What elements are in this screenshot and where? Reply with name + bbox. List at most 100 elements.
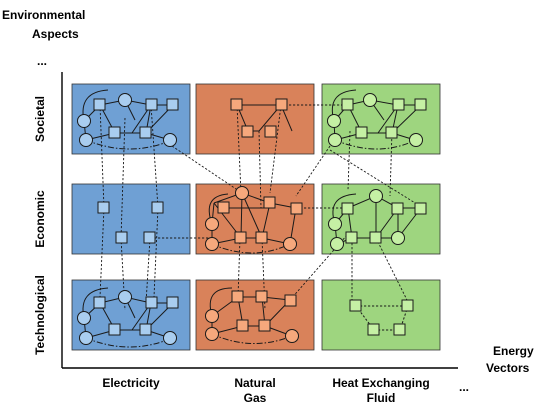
edges-2	[83, 99, 174, 141]
y-axis-title-line2: Aspects	[32, 27, 79, 41]
link-elec-soc-eco-3	[150, 104, 159, 209]
panel-electricity-economic	[71, 183, 191, 255]
node-square	[255, 290, 268, 303]
node-square	[367, 323, 380, 336]
node-square	[385, 126, 398, 139]
node-square	[341, 202, 354, 215]
node-circle	[283, 237, 297, 251]
edge-dashdot	[85, 337, 173, 348]
y-axis-ellipsis: ...	[37, 54, 48, 68]
node-square	[217, 201, 230, 214]
node-circle	[205, 217, 219, 231]
network-gas-technological	[205, 287, 299, 344]
edges	[236, 104, 293, 132]
node-circle	[330, 237, 344, 251]
node-square	[290, 202, 303, 215]
link-gas-soc-eco-2	[269, 104, 282, 194]
node-square	[143, 231, 156, 244]
network-gas-economic	[205, 186, 303, 254]
edge-dashdot	[211, 243, 291, 254]
network-gas-societal	[230, 98, 293, 138]
node-square	[345, 231, 358, 244]
edges	[211, 192, 297, 245]
node-square	[349, 299, 362, 312]
node-square	[414, 202, 427, 215]
link-elec-eco-tec-3	[145, 237, 151, 304]
link-heat-eco-gas-tec	[289, 234, 348, 301]
node-circle	[409, 133, 423, 147]
node-square	[263, 196, 276, 209]
link-heat-soc-gas-eco	[295, 145, 331, 197]
node-square	[284, 294, 297, 307]
node-circle	[118, 290, 132, 304]
node-circle	[327, 114, 341, 128]
edge-dashdot	[211, 333, 293, 344]
intra-layer-networks	[77, 89, 427, 348]
edges	[83, 296, 174, 339]
node-circle	[363, 93, 377, 107]
node-square	[401, 299, 414, 312]
column-label-gas-line1: Natural	[234, 376, 276, 390]
node-square	[355, 126, 368, 139]
edges	[334, 195, 422, 245]
node-circle	[369, 189, 383, 203]
node-circle	[118, 93, 132, 107]
column-label-heat-line1: Heat Exchanging	[332, 376, 430, 390]
node-square	[258, 319, 271, 332]
edge-dashdot	[85, 139, 173, 150]
row-label-technological: Technological	[33, 275, 47, 355]
network-heat-technological	[349, 299, 414, 336]
node-circle	[328, 133, 342, 147]
node-circle	[235, 186, 249, 200]
link-gas-eco-tec-1	[237, 237, 241, 298]
row-label-economic: Economic	[33, 190, 47, 248]
node-square	[93, 296, 106, 309]
node-square	[393, 323, 406, 336]
column-label-heat-line2: Fluid	[366, 391, 396, 405]
node-square	[145, 98, 158, 111]
link-gas-soc-eco-1	[236, 104, 242, 194]
node-square	[230, 98, 243, 111]
node-square	[414, 98, 427, 111]
network-heat-societal	[327, 89, 427, 150]
link-heat-soc-eco-2	[389, 130, 393, 197]
column-label-gas-line2: Gas	[243, 391, 267, 405]
node-square	[97, 201, 110, 214]
node-square	[115, 231, 128, 244]
node-square	[241, 125, 254, 138]
node-circle	[79, 133, 93, 147]
network-electricity-societal	[77, 89, 179, 150]
y-axis-title-line1: Environmental	[2, 8, 86, 22]
link-elec-soc-gas-eco	[171, 145, 243, 194]
node-square	[255, 231, 268, 244]
x-axis-ellipsis: ...	[459, 380, 470, 394]
link-heat-soc-eco-3	[329, 149, 421, 207]
node-circle	[77, 311, 91, 325]
node-square	[392, 98, 405, 111]
edges	[355, 305, 409, 331]
node-square	[139, 323, 152, 336]
node-square	[108, 126, 121, 139]
axes	[61, 72, 458, 369]
interlayer-links	[99, 104, 421, 311]
panel-heat-technological	[321, 279, 441, 351]
node-square	[341, 98, 354, 111]
node-square	[166, 98, 179, 111]
link-heat-soc-eco-1	[347, 130, 351, 191]
node-square	[166, 296, 179, 309]
column-label-electricity: Electricity	[102, 376, 160, 390]
row-label-societal: Societal	[33, 95, 47, 143]
node-circle	[285, 329, 299, 343]
network-electricity-economic	[97, 201, 164, 244]
node-circle	[328, 217, 342, 231]
node-square	[231, 290, 244, 303]
node-circle	[79, 331, 93, 345]
x-axis-title-line1: Energy	[493, 344, 534, 358]
link-gas-soc-eco-3	[258, 130, 262, 209]
node-circle	[77, 114, 91, 128]
node-square	[108, 323, 121, 336]
node-square	[391, 202, 404, 215]
link-elec-soc-eco-1	[99, 104, 105, 209]
node-circle	[391, 231, 405, 245]
